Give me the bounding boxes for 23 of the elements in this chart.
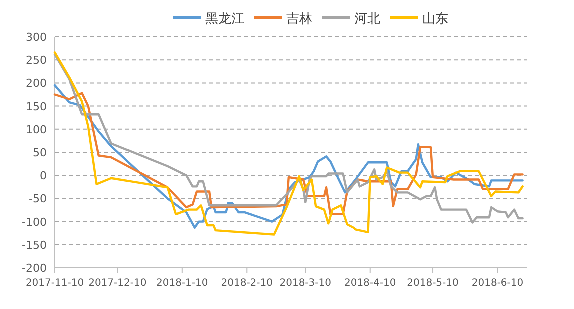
legend-label: 山东 <box>422 12 448 27</box>
x-tick-label: 2017-11-10 <box>26 278 84 289</box>
y-tick-label: 50 <box>33 146 47 160</box>
y-tick-label: 200 <box>26 77 47 90</box>
y-tick-label: 0 <box>40 170 47 183</box>
x-tick-label: 2018-4-10 <box>344 278 396 289</box>
legend-label: 吉林 <box>286 12 312 27</box>
y-tick-label: -200 <box>22 262 47 275</box>
x-tick-label: 2018-6-10 <box>472 278 524 289</box>
y-tick-label: 100 <box>26 123 47 136</box>
y-tick-label: -150 <box>22 238 47 252</box>
legend-label: 黑龙江 <box>206 12 244 27</box>
y-tick-label: -50 <box>29 192 47 206</box>
x-tick-label: 2018-3-10 <box>280 278 332 289</box>
x-tick-label: 2018-5-10 <box>407 278 459 289</box>
y-tick-label: 300 <box>26 31 47 44</box>
y-tick-label: 150 <box>26 100 47 114</box>
x-tick-label: 2017-12-10 <box>88 278 147 289</box>
legend-label: 河北 <box>354 12 380 27</box>
y-tick-label: 250 <box>26 54 47 68</box>
y-tick-label: -100 <box>22 216 47 229</box>
x-tick-label: 2018-2-10 <box>221 278 274 289</box>
x-tick-label: 2018-1-10 <box>156 278 208 289</box>
